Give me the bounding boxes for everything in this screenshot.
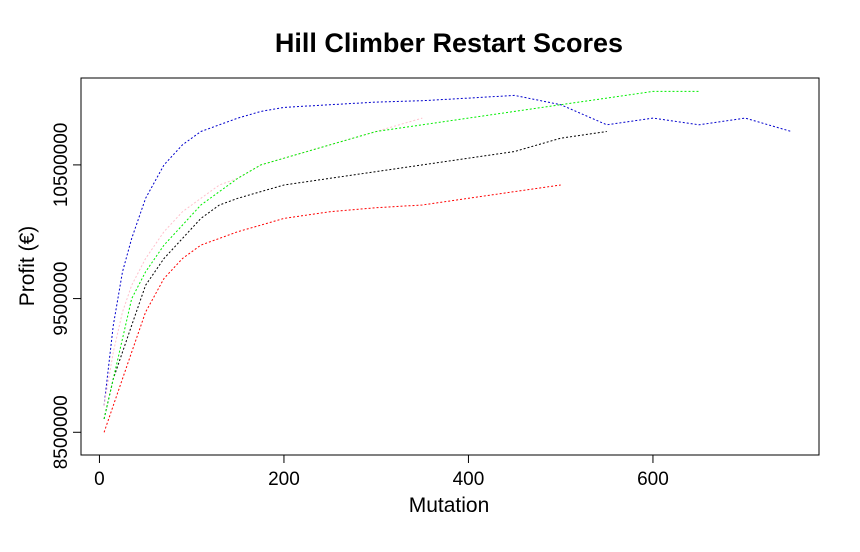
series-line-2 [103,131,607,420]
series-line-5 [103,90,700,420]
x-tick-label: 600 [637,469,669,490]
y-tick-label: 10500000 [51,123,72,208]
y-axis-label: Profit (€) [16,226,39,307]
x-tick-label: 200 [268,469,300,490]
y-tick-label: 8500000 [51,395,72,469]
chart-title: Hill Climber Restart Scores [275,28,623,58]
y-axis: 8500000 9500000 10500000 [51,123,81,469]
x-tick-label: 400 [453,469,485,490]
plot-frame [80,77,820,456]
y-tick-label: 9500000 [51,262,72,336]
series-line-1 [103,94,792,406]
x-axis: 0 200 400 600 [94,455,669,490]
series-line-4 [103,184,561,433]
x-tick-label: 0 [94,469,105,490]
series-line-3 [103,117,423,406]
x-axis-label: Mutation [409,494,490,517]
series-layer [103,90,792,433]
